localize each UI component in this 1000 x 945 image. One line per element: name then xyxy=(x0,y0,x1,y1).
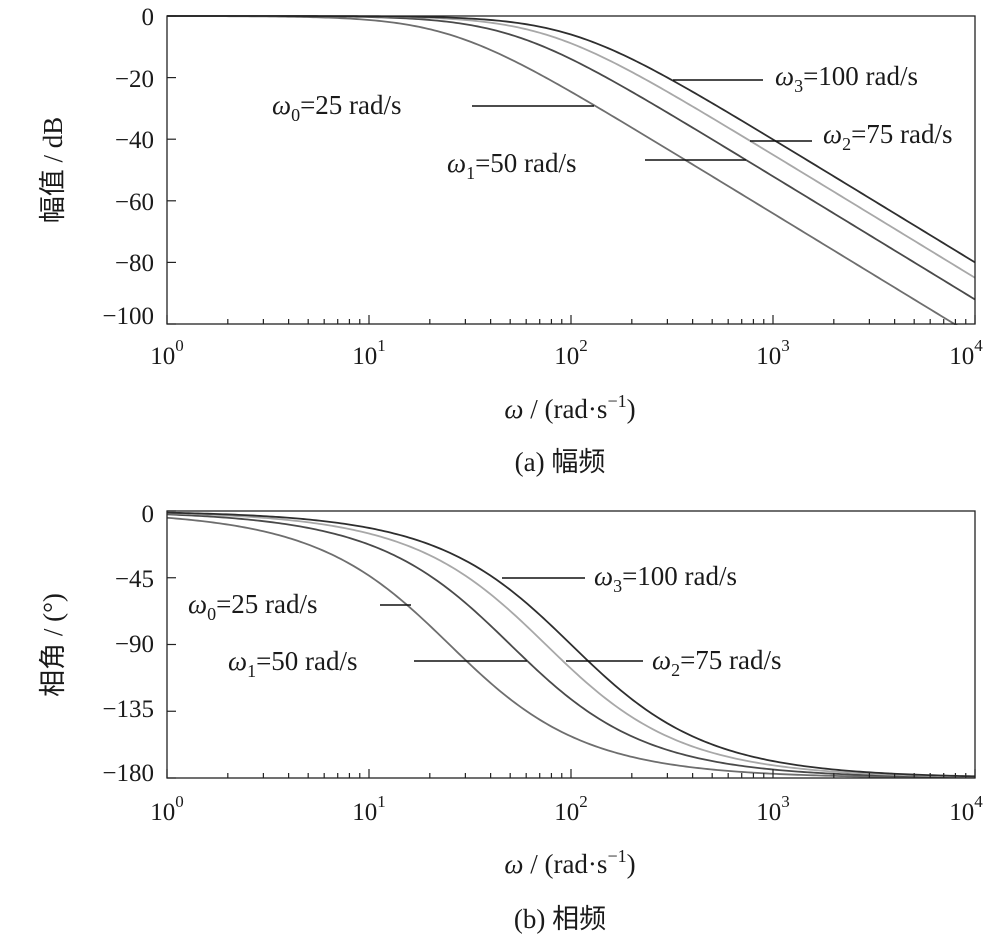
magnitude-xtick-label: 103 xyxy=(756,336,790,370)
magnitude-ytick-label: −20 xyxy=(115,66,154,93)
phase-ytick-label: −180 xyxy=(102,760,154,787)
phase-curve-omega2 xyxy=(167,512,975,778)
magnitude-xtick-label: 102 xyxy=(554,336,588,370)
annotation-omega1: ω1=50 rad/s xyxy=(447,148,577,183)
phase-ylabel: 相角 / (°) xyxy=(38,593,68,697)
magnitude-xtick-label: 104 xyxy=(949,336,983,370)
phase-curve-omega0 xyxy=(167,516,975,779)
annotation-omega3: ω3=100 rad/s xyxy=(775,61,918,96)
annotation-omega2: ω2=75 rad/s xyxy=(823,119,953,154)
phase-ytick-label: 0 xyxy=(142,501,155,528)
phase-ytick-label: −45 xyxy=(115,566,154,593)
phase-curve-omega3 xyxy=(167,511,975,778)
magnitude-ytick-label: −100 xyxy=(102,303,154,330)
phase-axis-ticks xyxy=(166,510,976,779)
magnitude-xlabel: ω / (rad·s−1) xyxy=(504,391,635,424)
annotation-omega2: ω2=75 rad/s xyxy=(652,645,782,680)
magnitude-ytick-label: −40 xyxy=(115,127,154,154)
annotation-omega3: ω3=100 rad/s xyxy=(594,561,737,596)
magnitude-axis-ticks xyxy=(166,15,976,325)
magnitude-xtick-label: 101 xyxy=(352,336,386,370)
annotation-omega0: ω0=25 rad/s xyxy=(188,589,318,624)
phase-xtick-label: 102 xyxy=(554,792,588,826)
phase-curves xyxy=(167,511,975,779)
phase-ytick-label: −90 xyxy=(115,631,154,658)
magnitude-ylabel: 幅值 / dB xyxy=(38,117,68,224)
magnitude-ytick-label: 0 xyxy=(142,4,155,31)
phase-xlabel: ω / (rad·s−1) xyxy=(504,846,635,879)
phase-xtick-label: 101 xyxy=(352,792,386,826)
phase-xtick-label: 100 xyxy=(150,792,184,826)
phase-ytick-label: −135 xyxy=(102,696,154,723)
magnitude-caption: (a) 幅频 xyxy=(515,447,606,477)
magnitude-subplot: 0 −20 −40 −60 −80 −100 100 101 102 103 1… xyxy=(38,4,983,477)
phase-xtick-label: 103 xyxy=(756,792,790,826)
phase-xtick-label: 104 xyxy=(949,792,983,826)
magnitude-ytick-label: −80 xyxy=(115,250,154,277)
annotation-omega1: ω1=50 rad/s xyxy=(228,646,358,681)
phase-subplot: 0 −45 −90 −135 −180 100 101 102 103 104 … xyxy=(38,501,983,934)
magnitude-ytick-label: −60 xyxy=(115,189,154,216)
magnitude-xtick-label: 100 xyxy=(150,336,184,370)
phase-curve-omega1 xyxy=(167,513,975,779)
phase-caption: (b) 相频 xyxy=(514,904,606,934)
annotation-omega0: ω0=25 rad/s xyxy=(272,90,402,125)
